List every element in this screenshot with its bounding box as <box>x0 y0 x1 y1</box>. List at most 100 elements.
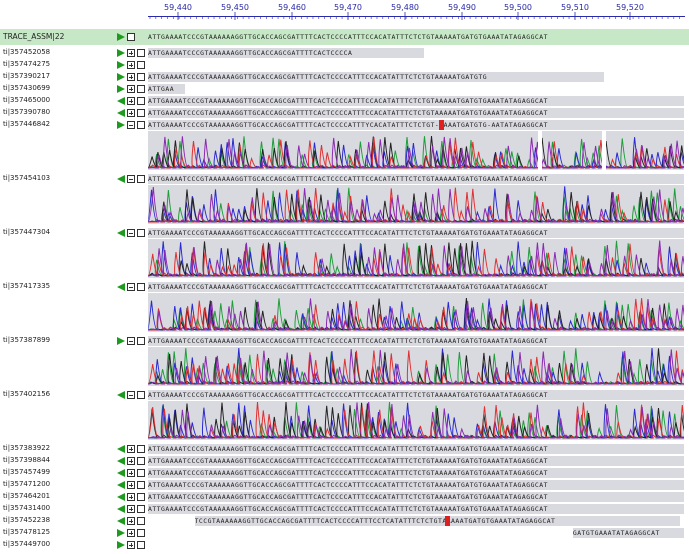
read-checkbox[interactable] <box>137 49 145 57</box>
expand-trace-toggle[interactable] <box>127 457 135 465</box>
read-checkbox[interactable] <box>137 529 145 537</box>
read-row[interactable]: ti|357471200 ATTGAAAATCCCGTAAAAAAGGTTGCAC… <box>0 479 689 491</box>
expand-trace-toggle[interactable] <box>127 541 135 549</box>
read-row[interactable]: ti|357387899 ATTGAAAATCCCGTAAAAAAGGTTGCAC… <box>0 335 689 347</box>
forward-arrow-icon <box>117 121 125 129</box>
read-name: ti|357398844 <box>3 456 51 464</box>
read-checkbox[interactable] <box>137 73 145 81</box>
read-checkbox[interactable] <box>137 469 145 477</box>
expand-trace-toggle[interactable] <box>127 469 135 477</box>
read-row[interactable]: ti|357474275 <box>0 59 689 71</box>
reference-checkbox[interactable] <box>127 33 135 41</box>
read-checkbox[interactable] <box>137 229 145 237</box>
read-row[interactable]: ti|357402156 ATTGAAAATCCCGTAAAAAAGGTTGCAC… <box>0 389 689 401</box>
expand-trace-toggle[interactable] <box>127 49 135 57</box>
read-row[interactable]: ti|357390217 ATTGAAAATCCCGTAAAAAAGGTTGCAC… <box>0 71 689 83</box>
read-checkbox[interactable] <box>137 445 145 453</box>
read-checkbox[interactable] <box>137 541 145 549</box>
collapse-trace-toggle[interactable] <box>127 229 135 237</box>
reverse-arrow-icon <box>117 505 125 513</box>
read-row[interactable]: ti|357452238 TCCGTAAAAAAGGTTGCACCAGCGATTT… <box>0 515 689 527</box>
read-checkbox[interactable] <box>137 391 145 399</box>
ruler-ticks <box>149 12 680 20</box>
expand-trace-toggle[interactable] <box>127 517 135 525</box>
read-row[interactable]: ti|357431400 ATTGAAAATCCCGTAAAAAAGGTTGCAC… <box>0 503 689 515</box>
read-checkbox[interactable] <box>137 175 145 183</box>
reference-row[interactable]: TRACE_ASSM|22 <box>0 29 689 45</box>
expand-trace-toggle[interactable] <box>127 97 135 105</box>
expand-trace-toggle[interactable] <box>127 493 135 501</box>
read-checkbox[interactable] <box>137 493 145 501</box>
reference-sequence: ATTGAAAATCCCGTAAAAAAGGTTGCACCAGCGATTTTCA… <box>148 33 548 41</box>
read-checkbox[interactable] <box>137 283 145 291</box>
read-sequence: ATTGAAAATCCCGTAAAAAAGGTTGCACCAGCGATTTTCA… <box>148 228 684 238</box>
read-checkbox[interactable] <box>137 505 145 513</box>
collapse-trace-toggle[interactable] <box>127 391 135 399</box>
position-ruler: 59,440 59,450 59,460 59,470 59,480 59,490 59,5… <box>0 0 689 24</box>
read-row[interactable]: ti|357417335 ATTGAAAATCCCGTAAAAAAGGTTGCAC… <box>0 281 689 293</box>
mismatch-marker <box>444 516 450 526</box>
read-row[interactable]: ti|357452058 ATTGAAAATCCCGTAAAAAAGGTTGCAC… <box>0 47 689 59</box>
read-checkbox[interactable] <box>137 61 145 69</box>
read-sequence: ATTGAAAATCCCGTAAAAAAGGTTGCACCAGCGATTTTCA… <box>148 282 684 292</box>
forward-arrow-icon <box>117 541 125 549</box>
read-row[interactable]: ti|357457499 ATTGAAAATCCCGTAAAAAAGGTTGCAC… <box>0 467 689 479</box>
read-checkbox[interactable] <box>137 457 145 465</box>
read-row[interactable]: ti|357449700 <box>0 539 689 551</box>
forward-arrow-icon <box>117 85 125 93</box>
expand-trace-toggle[interactable] <box>127 109 135 117</box>
read-checkbox[interactable] <box>137 97 145 105</box>
read-name: ti|357390780 <box>3 108 51 116</box>
read-row[interactable]: ti|357464201 ATTGAAAATCCCGTAAAAAAGGTTGCAC… <box>0 491 689 503</box>
expand-trace-toggle[interactable] <box>127 73 135 81</box>
read-checkbox[interactable] <box>137 121 145 129</box>
expand-trace-toggle[interactable] <box>127 529 135 537</box>
mismatch-marker <box>439 120 444 130</box>
read-row[interactable]: ti|357454103 ATTGAAAATCCCGTAAAAAAGGTTGCAC… <box>0 173 689 185</box>
expand-trace-toggle[interactable] <box>127 481 135 489</box>
read-name: ti|357383922 <box>3 444 51 452</box>
forward-arrow-icon <box>117 49 125 57</box>
collapse-trace-toggle[interactable] <box>127 175 135 183</box>
read-name: ti|357449700 <box>3 540 51 548</box>
read-row[interactable]: ti|357478125 GATGTGAAATATAGAGGCAT <box>0 527 689 539</box>
collapse-trace-toggle[interactable] <box>127 337 135 345</box>
ruler-tick-label: 59,450 <box>221 3 249 12</box>
expand-trace-toggle[interactable] <box>127 445 135 453</box>
trace-gap <box>537 131 542 170</box>
read-name: ti|357465000 <box>3 96 51 104</box>
expand-trace-toggle[interactable] <box>127 505 135 513</box>
ruler-tick-label: 59,470 <box>334 3 362 12</box>
read-row[interactable]: ti|357398844 ATTGAAAATCCCGTAAAAAAGGTTGCAC… <box>0 455 689 467</box>
chromatogram-trace <box>147 401 689 439</box>
read-row[interactable]: ti|357465000 ATTGAAAATCCCGTAAAAAAGGTTGCAC… <box>0 95 689 107</box>
read-row[interactable]: ti|357430699 ATTGAA <box>0 83 689 95</box>
read-row[interactable]: ti|357390780 ATTGAAAATCCCGTAAAAAAGGTTGCAC… <box>0 107 689 119</box>
read-checkbox[interactable] <box>137 85 145 93</box>
read-row[interactable]: ti|357383922 ATTGAAAATCCCGTAAAAAAGGTTGCAC… <box>0 443 689 455</box>
forward-arrow-icon <box>117 73 125 81</box>
read-sequence: ATTGAAAATCCCGTAAAAAAGGTTGCACCAGCGATTTTCA… <box>148 72 604 82</box>
read-sequence: ATTGAAAATCCCGTAAAAAAGGTTGCACCAGCGATTTTCA… <box>148 120 684 130</box>
read-checkbox[interactable] <box>137 109 145 117</box>
ruler-tick-label: 59,500 <box>504 3 532 12</box>
collapse-trace-toggle[interactable] <box>127 283 135 291</box>
read-sequence: ATTGAA <box>148 84 185 94</box>
read-name: ti|357452238 <box>3 516 51 524</box>
read-row[interactable]: ti|357446842 ATTGAAAATCCCGTAAAAAAGGTTGCAC… <box>0 119 689 131</box>
read-name: ti|357417335 <box>3 282 51 290</box>
forward-arrow-icon <box>117 529 125 537</box>
read-sequence: ATTGAAAATCCCGTAAAAAAGGTTGCACCAGCGATTTTCA… <box>148 468 684 478</box>
read-checkbox[interactable] <box>137 517 145 525</box>
chromatogram-panel <box>147 401 689 440</box>
expand-trace-toggle[interactable] <box>127 61 135 69</box>
read-checkbox[interactable] <box>137 337 145 345</box>
expand-trace-toggle[interactable] <box>127 85 135 93</box>
read-checkbox[interactable] <box>137 481 145 489</box>
read-row[interactable]: ti|357447304 ATTGAAAATCCCGTAAAAAAGGTTGCAC… <box>0 227 689 239</box>
forward-arrow-icon <box>117 61 125 69</box>
collapse-trace-toggle[interactable] <box>127 121 135 129</box>
reverse-arrow-icon <box>117 229 125 237</box>
chromatogram-panel <box>147 239 689 278</box>
chromatogram-panel <box>147 293 689 332</box>
